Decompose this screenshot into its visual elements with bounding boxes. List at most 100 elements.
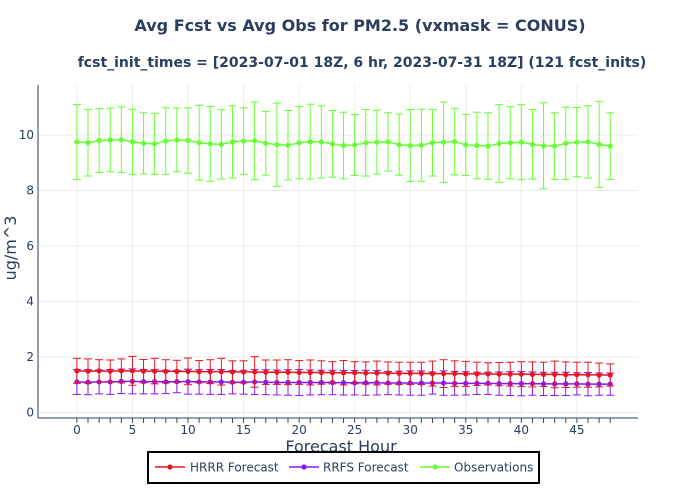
data-point bbox=[552, 143, 558, 149]
data-point bbox=[329, 141, 336, 147]
data-point bbox=[318, 369, 324, 376]
data-point bbox=[363, 140, 369, 146]
legend: HRRR Forecast RRFS Forecast Observations bbox=[147, 451, 540, 484]
data-point bbox=[285, 369, 291, 375]
data-point bbox=[485, 143, 491, 149]
data-point bbox=[407, 370, 413, 376]
y-axis-title: ug/m^3 bbox=[1, 216, 20, 281]
data-point bbox=[285, 142, 291, 148]
y-tick-label: 6 bbox=[26, 239, 34, 253]
x-tick-label: 15 bbox=[236, 423, 251, 437]
data-point bbox=[318, 139, 324, 145]
y-tick-label: 10 bbox=[19, 128, 34, 142]
legend-swatch-marker bbox=[432, 464, 438, 470]
x-tick-label: 45 bbox=[569, 423, 584, 437]
data-point bbox=[407, 142, 413, 149]
data-point bbox=[196, 369, 202, 375]
data-point bbox=[296, 369, 302, 376]
data-point bbox=[85, 368, 91, 374]
data-point bbox=[340, 142, 347, 149]
legend-box bbox=[147, 451, 540, 484]
data-point bbox=[607, 372, 613, 378]
x-tick-label: 5 bbox=[129, 423, 137, 437]
y-tick-label: 0 bbox=[26, 405, 34, 419]
data-point bbox=[340, 370, 347, 376]
data-point bbox=[140, 368, 147, 374]
data-point bbox=[207, 141, 213, 147]
data-point bbox=[374, 139, 380, 145]
data-point bbox=[518, 371, 524, 377]
data-point bbox=[107, 368, 113, 374]
data-point bbox=[152, 368, 158, 374]
data-point bbox=[374, 370, 380, 376]
data-point bbox=[140, 140, 147, 146]
data-point bbox=[118, 137, 124, 143]
data-point bbox=[307, 139, 313, 145]
data-point bbox=[152, 141, 158, 147]
data-point bbox=[196, 140, 202, 146]
x-minor-ticks bbox=[76, 418, 611, 423]
data-point bbox=[252, 369, 258, 375]
series-hrrr-forecast bbox=[72, 355, 615, 389]
data-point bbox=[129, 368, 136, 374]
data-point bbox=[574, 372, 580, 378]
data-point bbox=[296, 140, 302, 146]
chart-title: Avg Fcst vs Avg Obs for PM2.5 (vxmask = … bbox=[134, 16, 585, 35]
data-point bbox=[485, 371, 491, 377]
data-point bbox=[307, 369, 313, 376]
data-point bbox=[385, 370, 391, 376]
x-tick-label: 20 bbox=[291, 423, 306, 437]
x-tick-label: 10 bbox=[180, 423, 195, 437]
data-point bbox=[429, 140, 436, 146]
data-point bbox=[352, 142, 358, 148]
data-point bbox=[607, 143, 613, 149]
data-point bbox=[263, 369, 269, 375]
x-tick-label: 35 bbox=[458, 423, 473, 437]
data-point bbox=[218, 369, 224, 375]
data-point bbox=[474, 142, 480, 149]
data-point bbox=[574, 139, 580, 145]
axes bbox=[37, 85, 638, 419]
data-point bbox=[552, 371, 558, 378]
data-point bbox=[329, 370, 336, 376]
data-point bbox=[229, 369, 236, 375]
data-point bbox=[463, 142, 469, 148]
data-point bbox=[518, 139, 524, 145]
y-tick-label: 8 bbox=[26, 183, 34, 197]
data-point bbox=[463, 371, 469, 377]
chart-subtitle: fcst_init_times = [2023-07-01 18Z, 6 hr,… bbox=[78, 55, 647, 71]
data-point bbox=[596, 141, 602, 147]
x-tick-label: 0 bbox=[73, 423, 81, 437]
data-point bbox=[129, 139, 136, 145]
data-point bbox=[96, 137, 102, 144]
data-series bbox=[72, 100, 615, 397]
data-point bbox=[107, 137, 113, 143]
data-point bbox=[185, 368, 191, 374]
data-point bbox=[507, 140, 513, 146]
y-tick-label: 4 bbox=[26, 294, 34, 308]
data-point bbox=[585, 139, 591, 145]
data-point bbox=[474, 371, 480, 377]
data-point bbox=[363, 370, 369, 376]
x-tick-label: 25 bbox=[347, 423, 362, 437]
data-point bbox=[174, 368, 180, 374]
x-tick-label: 30 bbox=[403, 423, 418, 437]
data-point bbox=[274, 369, 280, 375]
data-point bbox=[240, 138, 247, 144]
data-point bbox=[540, 143, 547, 149]
data-point bbox=[352, 370, 358, 376]
legend-swatch-marker bbox=[167, 464, 173, 470]
data-point bbox=[496, 140, 502, 147]
legend-label-rrfs-forecast: RRFS Forecast bbox=[323, 461, 409, 475]
series-observations bbox=[72, 100, 615, 190]
y-tick-label: 2 bbox=[26, 350, 34, 364]
legend-swatch-marker bbox=[301, 464, 307, 470]
data-point bbox=[440, 139, 447, 145]
x-tick-labels: 0 5 10 15 20 25 30 35 40 45 bbox=[73, 423, 584, 437]
data-point bbox=[540, 371, 547, 378]
data-point bbox=[507, 371, 513, 377]
data-point bbox=[163, 138, 169, 144]
legend-label-observations: Observations bbox=[454, 461, 533, 475]
